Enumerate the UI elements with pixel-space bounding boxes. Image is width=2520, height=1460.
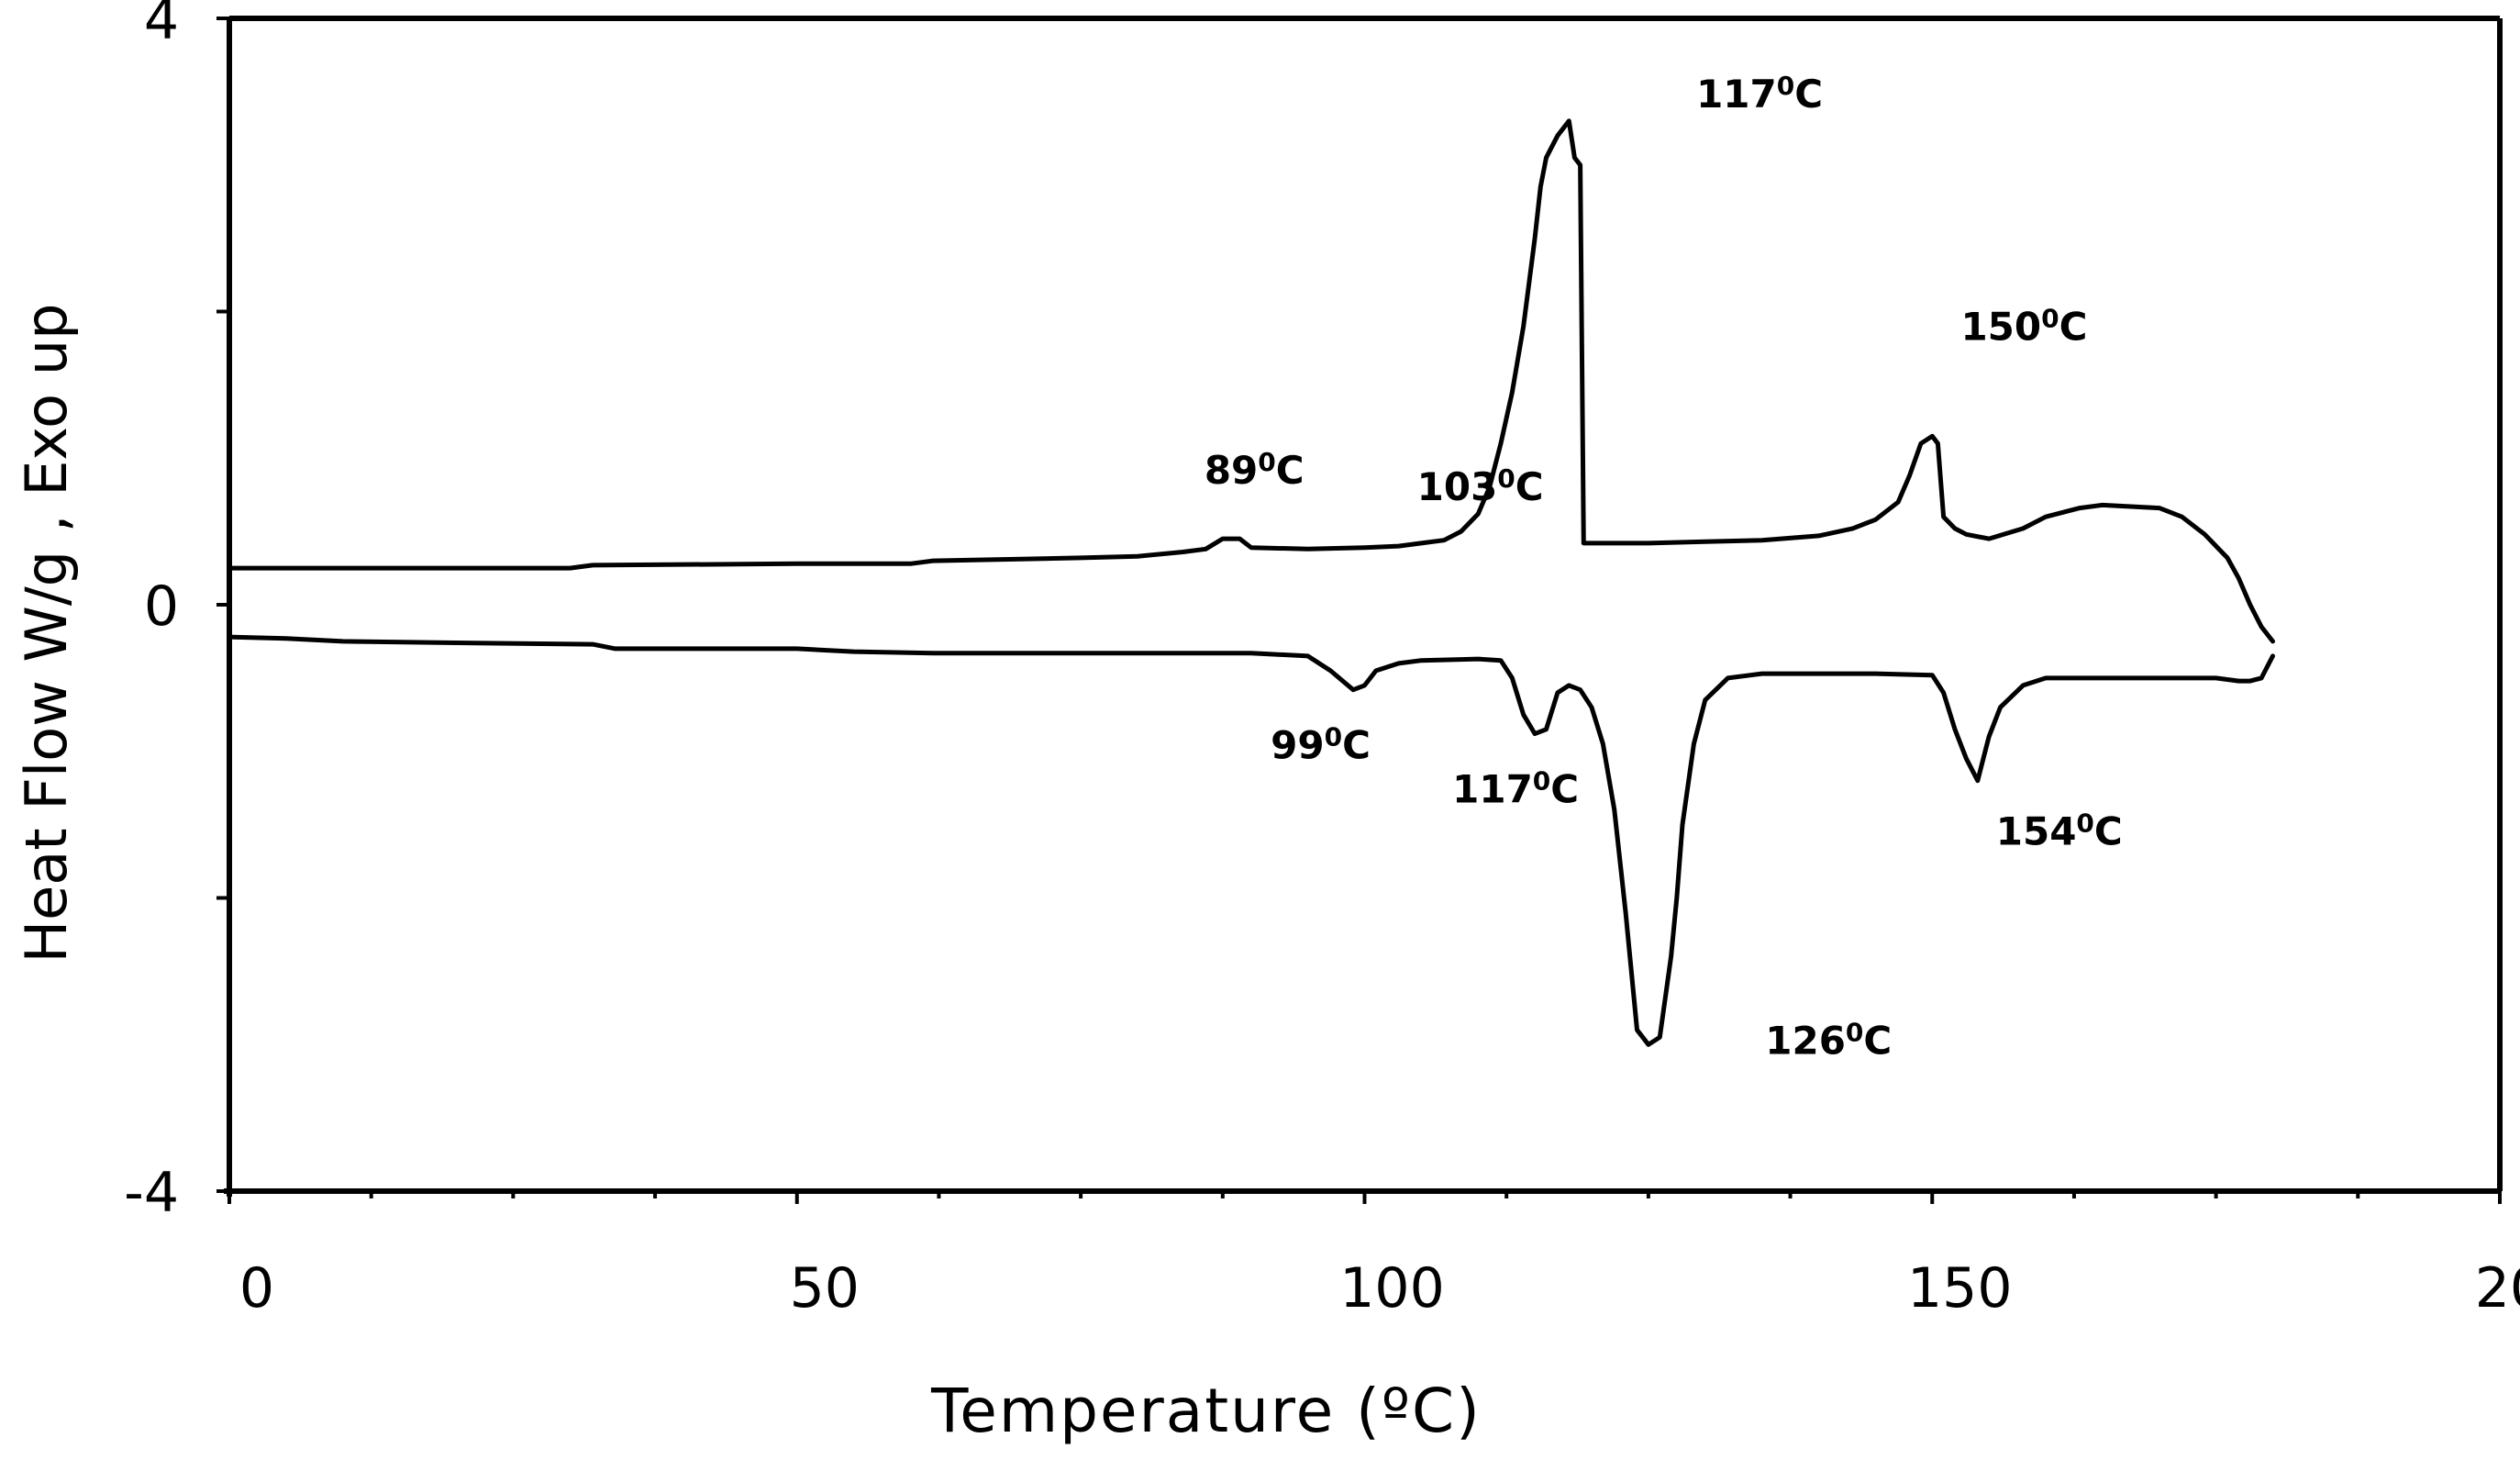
axes: 4 0 -4 0 50 100 150 200	[124, 0, 2520, 1321]
annotation-value: 117	[1452, 767, 1533, 812]
annotation-degree: 0	[1258, 447, 1275, 477]
annotation-value: 150	[1960, 304, 2041, 349]
peak-annotation-7: 1260C	[1765, 1017, 1892, 1063]
x-tick-label: 200	[2475, 1256, 2520, 1321]
series-layer	[227, 118, 2275, 1047]
annotation-degree: 0	[1497, 463, 1515, 494]
annotation-degree: 0	[1533, 766, 1550, 797]
annotation-degree: 0	[1325, 722, 1342, 752]
annotation-unit: C	[1550, 767, 1579, 812]
peak-annotation-3: 890C	[1204, 447, 1304, 493]
x-tick-label: 150	[1907, 1256, 2013, 1321]
peak-annotation-8: 1540C	[1996, 808, 2123, 854]
annotation-unit: C	[1863, 1018, 1892, 1063]
annotation-value: 103	[1417, 464, 1498, 509]
peak-annotation-2: 1500C	[1960, 303, 2087, 349]
annotation-degree: 0	[1777, 71, 1794, 101]
y-axis-title: Heat Flow W/g , Exo up	[13, 304, 80, 964]
x-tick-label: 50	[790, 1256, 860, 1321]
annotation-value: 117	[1696, 72, 1777, 117]
y-tick-label: 4	[144, 0, 179, 52]
annotation-unit: C	[2059, 304, 2088, 349]
series-line-2	[227, 634, 2275, 1047]
annotation-unit: C	[1342, 723, 1371, 768]
annotation-degree: 0	[1846, 1017, 1863, 1047]
annotation-degree: 0	[2076, 808, 2093, 839]
axis-titles: Temperature (ºC) Heat Flow W/g , Exo up	[13, 304, 1482, 1446]
series-line-1	[227, 118, 2275, 644]
annotation-unit: C	[1794, 72, 1823, 117]
annotation-value: 99	[1271, 723, 1324, 768]
peak-annotation-1: 1170C	[1696, 71, 1823, 117]
annotation-value: 89	[1204, 448, 1258, 493]
peak-annotation-5: 990C	[1271, 722, 1371, 768]
annotation-degree: 0	[2041, 303, 2059, 333]
annotation-unit: C	[2094, 809, 2123, 854]
annotation-unit: C	[1515, 464, 1544, 509]
y-tick-label: 0	[144, 574, 179, 639]
y-tick-label: -4	[124, 1161, 179, 1225]
x-axis-title: Temperature (ºC)	[930, 1376, 1482, 1446]
peak-annotation-6: 1170C	[1452, 766, 1579, 812]
annotation-value: 126	[1765, 1018, 1846, 1063]
peak-annotation-4: 1030C	[1417, 463, 1544, 509]
annotation-unit: C	[1276, 448, 1304, 493]
annotation-value: 154	[1996, 809, 2077, 854]
x-tick-label: 0	[239, 1256, 274, 1321]
x-tick-label: 100	[1339, 1256, 1445, 1321]
